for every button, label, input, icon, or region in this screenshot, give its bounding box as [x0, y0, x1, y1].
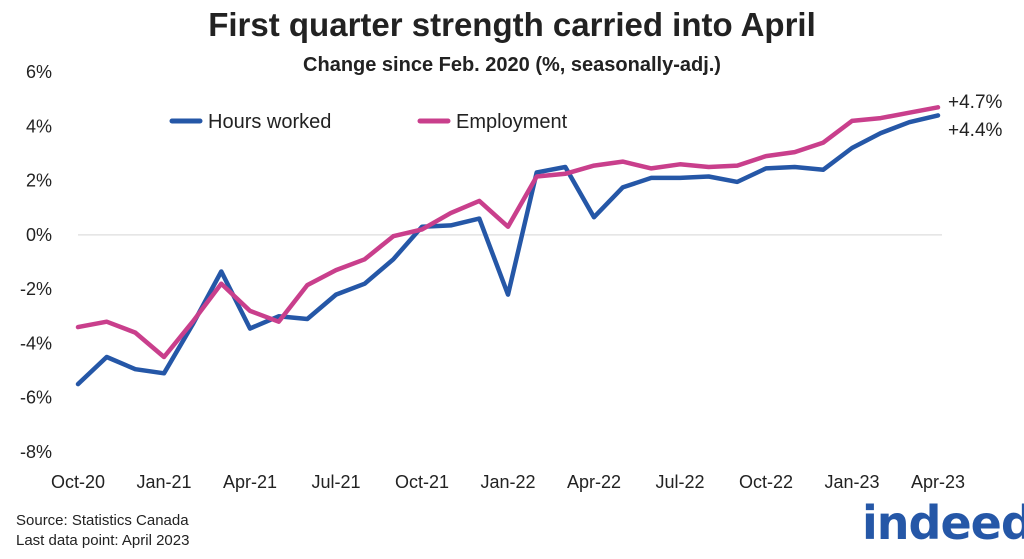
x-tick-label: Jul-21 [311, 472, 360, 492]
source-text: Source: Statistics Canada [16, 512, 189, 529]
last-data-point-text: Last data point: April 2023 [16, 532, 190, 549]
x-tick-label: Jan-21 [136, 472, 191, 492]
y-tick-label: -2% [20, 279, 52, 299]
x-tick-label: Apr-23 [911, 472, 965, 492]
end-label-hours-worked: +4.4% [948, 120, 1003, 141]
y-tick-label: -6% [20, 388, 52, 408]
chart-title: First quarter strength carried into Apri… [208, 6, 816, 43]
y-tick-label: 6% [26, 62, 52, 82]
y-tick-label: 0% [26, 225, 52, 245]
end-label-employment: +4.7% [948, 92, 1003, 113]
x-tick-label: Oct-21 [395, 472, 449, 492]
legend: Hours worked Employment [169, 111, 568, 133]
series-line-employment [75, 105, 941, 360]
chart-subtitle: Change since Feb. 2020 (%, seasonally-ad… [303, 54, 721, 76]
y-axis: 6% 4% 2% 0% -2% -4% -6% -8% [20, 62, 52, 462]
x-tick-label: Jul-22 [655, 472, 704, 492]
x-tick-label: Jan-22 [480, 472, 535, 492]
x-axis: Oct-20 Jan-21 Apr-21 Jul-21 Oct-21 Jan-22 Apr-… [51, 472, 965, 492]
legend-label-employment: Employment [456, 111, 568, 133]
series-lines [75, 105, 941, 387]
source-note: Source: Statistics Canada Last data poin… [16, 511, 189, 551]
legend-label-hours-worked: Hours worked [208, 111, 331, 133]
x-tick-label: Jan-23 [824, 472, 879, 492]
x-tick-label: Apr-21 [223, 472, 277, 492]
x-tick-label: Oct-20 [51, 472, 105, 492]
y-tick-label: 4% [26, 116, 52, 136]
series-line-hours-worked [75, 113, 941, 387]
y-tick-label: -4% [20, 333, 52, 353]
x-tick-label: Oct-22 [739, 472, 793, 492]
y-tick-label: 2% [26, 171, 52, 191]
y-tick-label: -8% [20, 442, 52, 462]
x-tick-label: Apr-22 [567, 472, 621, 492]
indeed-logo: indeed [862, 496, 1024, 550]
